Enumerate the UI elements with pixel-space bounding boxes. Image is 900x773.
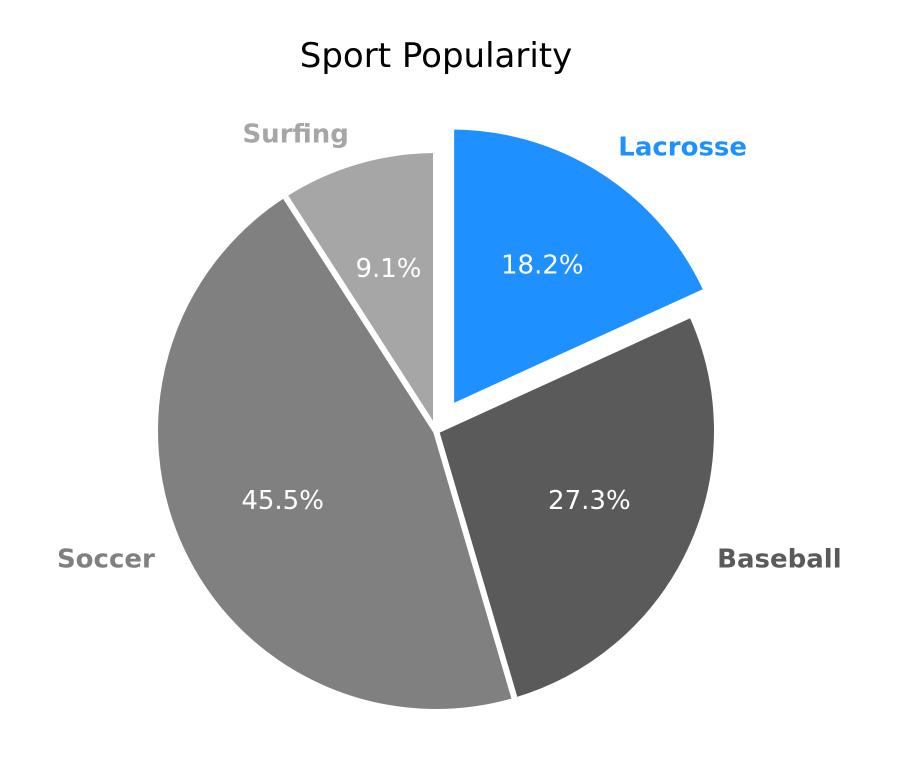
pie-slice-soccer (152, 190, 519, 715)
pct-label-soccer: 45.5% (241, 486, 324, 516)
slice-label-lacrosse: Lacrosse (618, 132, 747, 162)
pie-slice-surfing (279, 146, 439, 442)
slices-layer (152, 123, 720, 715)
slice-label-soccer: Soccer (57, 544, 155, 574)
pct-label-lacrosse: 18.2% (501, 251, 584, 281)
slice-label-baseball: Baseball (717, 544, 841, 574)
pct-label-surfing: 9.1% (355, 254, 421, 284)
pie-slice-baseball (432, 310, 720, 705)
pie-slice-lacrosse (448, 123, 711, 413)
chart-title: Sport Popularity (300, 36, 572, 76)
pct-label-baseball: 27.3% (548, 486, 631, 516)
slice-label-surfing: Surfing (242, 119, 348, 149)
labels-layer: 18.2% Lacrosse 27.3% Baseball 45.5% Soccer 9.1… (57, 119, 842, 574)
